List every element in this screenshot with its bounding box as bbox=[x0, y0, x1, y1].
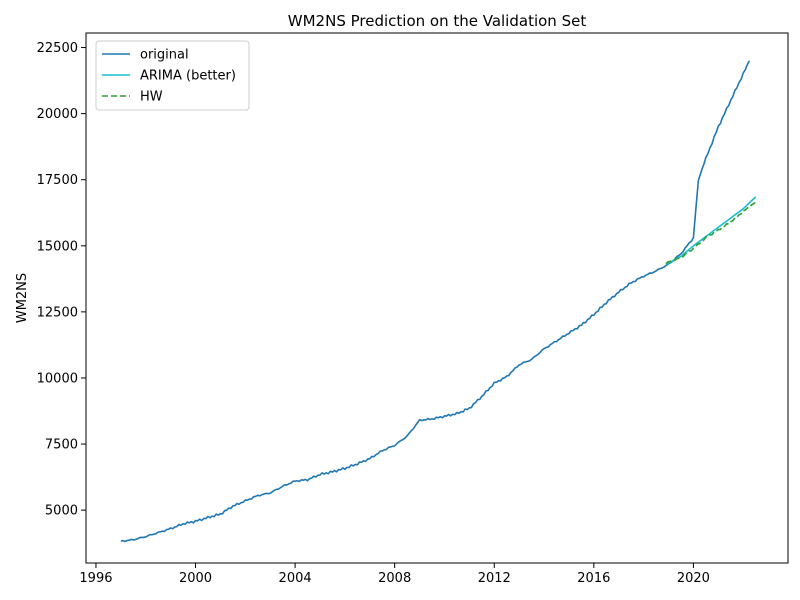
series-line-hw bbox=[665, 201, 757, 265]
y-tick-label: 12500 bbox=[37, 305, 78, 320]
y-tick-label: 15000 bbox=[37, 239, 78, 254]
legend-label: ARIMA (better) bbox=[140, 69, 236, 84]
x-tick-label: 2016 bbox=[577, 571, 610, 586]
series-layer bbox=[120, 60, 757, 543]
series-line-arima-better bbox=[665, 196, 757, 266]
y-axis: 5000 7500 10000 12500 15000 17500 20000 22500 bbox=[37, 41, 86, 519]
x-tick-label: 2012 bbox=[478, 571, 511, 586]
y-axis-label: WM2NS bbox=[15, 273, 30, 323]
x-tick-label: 2008 bbox=[378, 571, 411, 586]
y-tick-label: 7500 bbox=[45, 438, 78, 453]
legend-label: HW bbox=[140, 90, 163, 105]
legend: original ARIMA (better) HW bbox=[95, 40, 250, 111]
x-tick-label: 1996 bbox=[79, 571, 112, 586]
x-tick-label: 2020 bbox=[677, 571, 710, 586]
legend-box bbox=[95, 40, 250, 111]
y-tick-label: 5000 bbox=[45, 504, 78, 519]
legend-label: original bbox=[140, 48, 189, 63]
y-tick-label: 17500 bbox=[37, 173, 78, 188]
plot-area bbox=[85, 32, 789, 564]
plot-frame bbox=[85, 32, 789, 564]
x-tick-label: 2004 bbox=[279, 571, 312, 586]
y-tick-label: 22500 bbox=[37, 41, 78, 56]
x-axis: 1996 2000 2004 2008 2012 2016 2020 bbox=[79, 563, 710, 586]
x-tick-label: 2000 bbox=[179, 571, 212, 586]
series-line-original bbox=[120, 60, 751, 543]
y-tick-label: 20000 bbox=[37, 107, 78, 122]
chart-title: WM2NS Prediction on the Validation Set bbox=[288, 12, 587, 30]
y-tick-label: 10000 bbox=[37, 371, 78, 386]
